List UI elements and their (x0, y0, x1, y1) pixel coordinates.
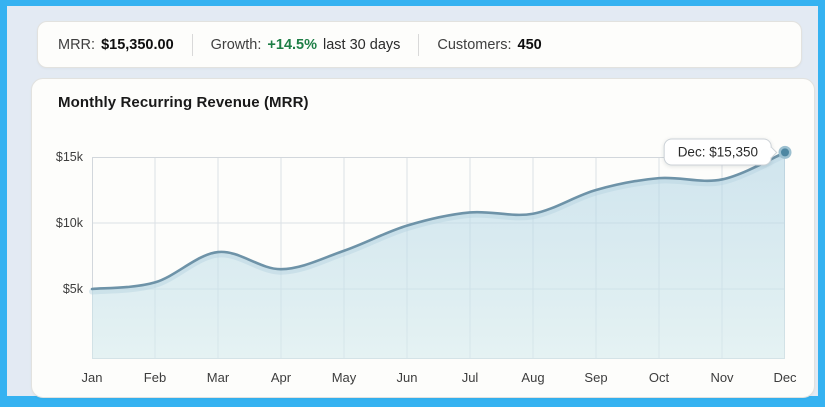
stat-mrr-label: MRR: (58, 36, 96, 53)
x-axis-label: Nov (710, 370, 734, 385)
stat-growth-label: Growth: (210, 36, 262, 53)
line-glow (89, 151, 788, 295)
plot-area[interactable]: $15k $10k $5k Jan Feb Mar Apr May Jun Jul Aug Sep O… (56, 138, 797, 385)
mrr-line (90, 151, 787, 291)
x-axis-label: Aug (521, 370, 545, 385)
x-axis-label: Feb (143, 370, 167, 385)
stat-growth-suffix: last 30 days (323, 36, 401, 53)
stats-bar: MRR: $15,350.00 Growth: +14.5% last 30 d… (37, 21, 802, 68)
stat-mrr: MRR: $15,350.00 (58, 37, 174, 53)
x-axis-label: Oct (648, 370, 670, 385)
stat-customers: Customers: 450 (437, 37, 541, 53)
stat-customers-value: 450 (517, 36, 542, 53)
x-axis-label: Sep (584, 370, 608, 385)
mrr-chart-card: Monthly Recurring Revenue (MRR) $15k $10k… (31, 78, 815, 398)
x-axis-label: Apr (270, 370, 292, 385)
x-axis-label: May (331, 370, 357, 385)
data-point-marker (781, 148, 789, 157)
tooltip-text: Dec: $15,350 (677, 144, 758, 160)
stat-customers-label: Customers: (437, 36, 512, 53)
chart-title: Monthly Recurring Revenue (MRR) (58, 94, 309, 111)
chart-tooltip: Dec: $15,350 (663, 138, 778, 166)
y-axis-label: $10k (55, 216, 83, 230)
x-axis-label: Dec (773, 370, 797, 385)
stat-growth: Growth: +14.5% last 30 days (211, 37, 401, 53)
y-axis-label: $5k (62, 282, 83, 296)
x-axis-label: Jun (396, 370, 418, 385)
area-fill (92, 152, 785, 359)
x-axis-label: Jan (81, 370, 103, 385)
stat-divider (418, 33, 420, 56)
x-axis-label: Jul (461, 370, 479, 385)
area-chart-canvas (89, 145, 792, 359)
y-axis-label: $15k (55, 150, 83, 164)
stat-divider (191, 33, 193, 56)
stat-growth-value: +14.5% (267, 36, 317, 53)
x-axis-label: Mar (206, 370, 230, 385)
stat-mrr-value: $15,350.00 (101, 36, 174, 53)
